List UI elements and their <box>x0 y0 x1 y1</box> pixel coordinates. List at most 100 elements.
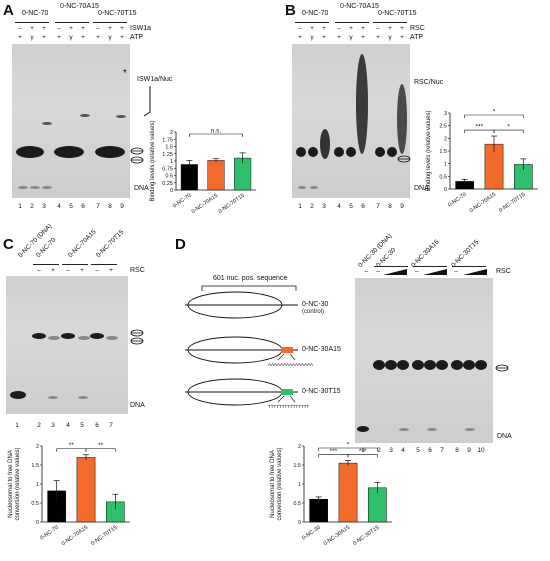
significance-label: *** <box>476 124 484 131</box>
y-tick-label: 0.25 <box>162 181 173 187</box>
complex-label: RSC/Nuc <box>414 79 444 86</box>
y-tick-label: 0 <box>36 520 39 526</box>
y-tick-label: 1.5 <box>31 463 39 469</box>
bracket-icon <box>201 285 297 291</box>
complex-label: ISW1a/Nuc <box>137 76 173 83</box>
gel-image-a <box>12 44 130 198</box>
x-tick-label: 0-NC-30A15 <box>323 525 351 547</box>
y-tick-label: 0 <box>298 520 301 526</box>
lane-group-label: 0-NC-70A15 <box>340 3 379 10</box>
y-tick-label: 2 <box>36 444 39 450</box>
y-tick-label: 1.75 <box>162 137 173 143</box>
y-tick-label: 1.5 <box>165 145 173 151</box>
y-tick-label: 1.5 <box>439 149 447 155</box>
construct-label: 0-NC-30 <box>302 301 329 308</box>
construct-tail: TTTTTTTTTTTTTTT <box>268 404 310 409</box>
panel-a-label: A <box>3 2 14 19</box>
lane-group-label: 0-NC-70 <box>22 10 49 17</box>
lane-group-label: 0-NC-30T15 <box>450 238 481 269</box>
significance-bracket <box>493 129 524 134</box>
y-axis-label: conversion (relative values) <box>15 447 21 520</box>
gel-image-c <box>6 276 128 414</box>
panel-d-label: D <box>175 236 186 253</box>
bar <box>76 457 96 523</box>
chart-b: 0 0.5 1 1.5 2 2.5 3 Binding levels (relative va… <box>426 109 538 214</box>
construct-tail: AAAAAAAAAAAAAAA <box>268 362 314 367</box>
significance-bracket <box>189 133 243 137</box>
y-tick-label: 0.5 <box>31 501 39 507</box>
band-marker-icon <box>495 364 509 372</box>
band-marker-icon <box>130 147 144 164</box>
dna-label: DNA <box>134 185 149 192</box>
y-axis-label: Binding levels (relative values) <box>150 120 156 201</box>
x-tick-label: 0-NC-70A15 <box>61 525 89 547</box>
x-tick-label: 0-NC-30T15 <box>352 525 380 547</box>
y-tick-label: 1 <box>36 482 39 488</box>
y-tick-label: 3 <box>444 111 447 117</box>
lane-group-label: 0-NC-70 <box>302 10 329 17</box>
significance-bracket <box>318 447 378 451</box>
construct-label: 0-NC-30T15 <box>302 388 341 395</box>
significance-label: ** <box>69 442 75 449</box>
significance-label: * <box>347 442 350 449</box>
rsc-label: RSC <box>496 268 511 275</box>
y-tick-label: 1 <box>298 482 301 488</box>
nucleosome-diagram <box>185 291 298 406</box>
x-tick-label: 0-NC-70 <box>172 193 192 210</box>
lane-group-label: 0-NC-70T15 <box>95 228 126 259</box>
dna-label: DNA <box>130 402 145 409</box>
star-annotation: * <box>123 68 127 79</box>
lane-group-label: 0-NC-70T15 <box>378 10 417 17</box>
x-tick-label: 0-NC-70A15 <box>191 193 219 215</box>
significance-bracket <box>85 448 116 452</box>
lane-group-label: 0-NC-70A15 <box>67 228 98 259</box>
y-tick-label: 2 <box>170 130 173 136</box>
y-tick-label: 0.5 <box>293 501 301 507</box>
x-tick-label: 0-NC-70 <box>39 525 59 542</box>
lane-group-label: 0-NC-70A15 <box>60 3 99 10</box>
y-tick-label: 2 <box>444 136 447 142</box>
rsc-row-label: RSC <box>410 25 425 32</box>
significance-label: * <box>493 109 496 116</box>
construct-label: 0-NC-30A15 <box>302 346 341 353</box>
chart-d: 0 0.5 1 1.5 2 Nucleosomal to free DNA conversi… <box>270 442 392 547</box>
bar <box>309 498 329 523</box>
rsc-label: RSC <box>130 267 145 274</box>
chart-c: 0 0.5 1 1.5 2 Nucleosomal to free DNA conversi… <box>8 442 130 547</box>
y-tick-label: 1.25 <box>162 152 173 158</box>
lane-group-label: 0-NC-70T15 <box>98 10 137 17</box>
x-tick-label: 0-NC-70T15 <box>218 193 246 215</box>
gel-image-b <box>292 44 410 198</box>
bar <box>338 462 358 523</box>
y-tick-label: 1 <box>170 159 173 165</box>
rsc-gradient-icon <box>383 269 487 275</box>
y-tick-label: 0 <box>444 187 447 193</box>
significance-label: *** <box>330 448 338 455</box>
y-tick-label: 2.5 <box>439 124 447 130</box>
y-tick-label: 0.5 <box>165 174 173 180</box>
y-axis-label: conversion (relative values) <box>277 447 283 520</box>
construct-sub: (control) <box>302 309 325 315</box>
x-tick-label: 0-NC-70T15 <box>90 525 118 547</box>
atp-row-label: ATP <box>410 34 424 41</box>
bracket-icon <box>143 86 151 117</box>
schematic-header: 601 nuc. pos. sequence <box>213 275 288 282</box>
x-tick-label: 0-NC-70T15 <box>498 192 526 214</box>
y-tick-label: 0.75 <box>162 166 173 172</box>
y-tick-label: 1.5 <box>293 463 301 469</box>
lane-group-label: 0-NC-30A15 <box>410 238 441 269</box>
y-tick-label: 2 <box>298 444 301 450</box>
gel-image-d <box>355 278 493 443</box>
significance-label: n.s. <box>211 128 222 135</box>
significance-label: ** <box>98 442 104 449</box>
panel-c-label: C <box>3 236 14 253</box>
band-marker-icon <box>397 155 411 163</box>
isw1a-row-label: ISW1a <box>130 25 152 32</box>
y-tick-label: 0.5 <box>439 174 447 180</box>
dna-label: DNA <box>497 433 512 440</box>
significance-bracket <box>347 454 378 458</box>
x-tick-label: 0-NC-70A15 <box>469 192 497 214</box>
significance-label: * <box>507 124 510 131</box>
y-tick-label: 0 <box>170 188 173 194</box>
